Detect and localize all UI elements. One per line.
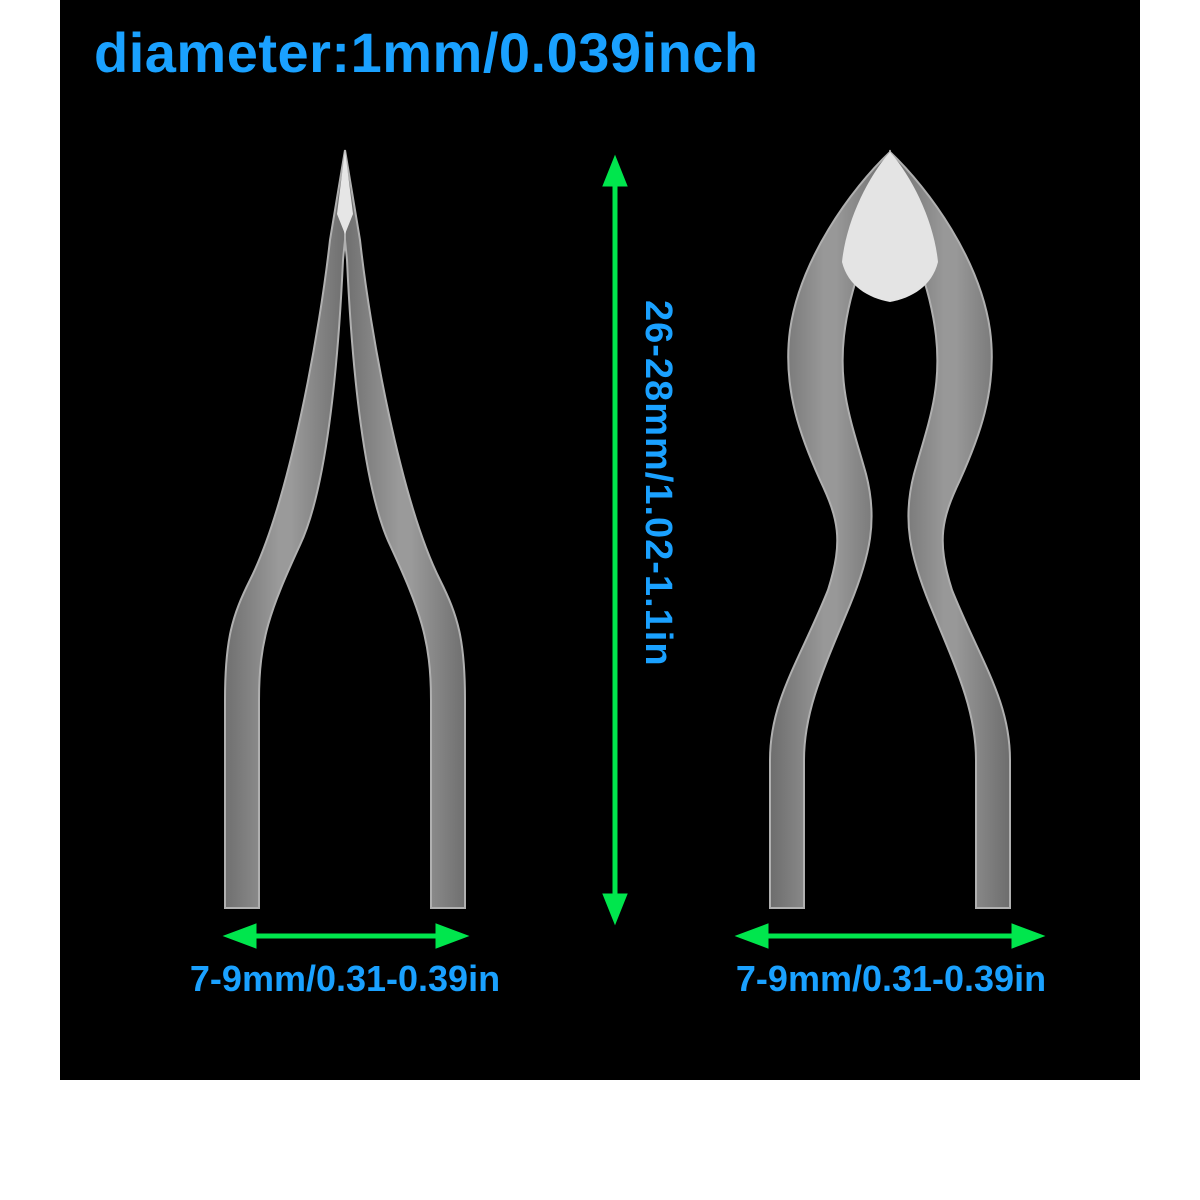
width-arrow-right <box>736 924 1044 948</box>
width-dimension-label-left: 7-9mm/0.31-0.39in <box>130 958 560 1000</box>
stage: diameter:1mm/0.039inch <box>60 0 1140 1080</box>
height-arrow <box>603 156 627 924</box>
width-dimension-label-right: 7-9mm/0.31-0.39in <box>676 958 1106 1000</box>
tip-fine <box>225 150 465 908</box>
diagram-canvas <box>60 0 1140 1080</box>
outer-canvas: diameter:1mm/0.039inch <box>0 0 1200 1200</box>
width-arrow-left <box>224 924 468 948</box>
tip-broad <box>770 152 1010 908</box>
height-dimension-label: 26-28mm/1.02-1.1in <box>636 300 679 667</box>
